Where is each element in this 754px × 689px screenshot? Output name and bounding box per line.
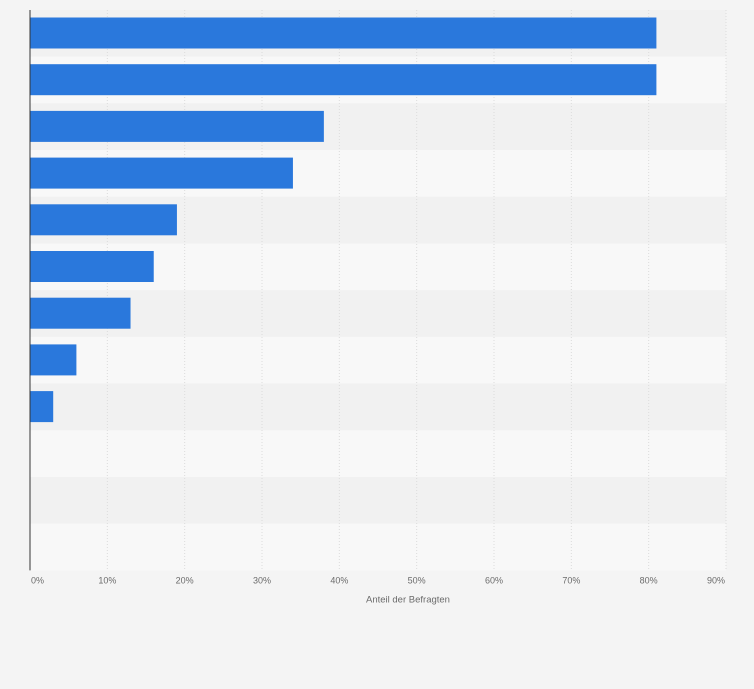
x-tick-label: 80% (640, 575, 658, 585)
x-tick-label: 30% (253, 575, 271, 585)
x-tick-label: 40% (330, 575, 348, 585)
x-tick-label: 90% (707, 575, 725, 585)
x-axis-ticks: 0% 10% 20% 30% 40% 50% 60% 70% 80% 90% (31, 575, 725, 585)
x-tick-label: 0% (31, 575, 44, 585)
row-band (30, 477, 726, 524)
x-tick-label: 70% (562, 575, 580, 585)
row-band (30, 523, 726, 571)
bars (30, 17, 657, 423)
x-tick-label: 20% (176, 575, 194, 585)
x-tick-label: 50% (408, 575, 426, 585)
bar (30, 157, 293, 189)
bar (30, 251, 154, 282)
bar (30, 110, 324, 142)
bar (30, 391, 54, 423)
x-tick-label: 10% (98, 575, 116, 585)
x-axis-title: Anteil der Befragten (366, 594, 450, 605)
gridlines (106, 10, 727, 571)
bar (30, 204, 177, 236)
x-tick-label: 60% (485, 575, 503, 585)
row-band (30, 336, 726, 384)
row-band (30, 430, 726, 477)
bar (30, 344, 77, 376)
bar (30, 17, 657, 49)
bar (30, 64, 657, 96)
row-band (30, 383, 726, 431)
bar (30, 297, 131, 329)
row-band (30, 290, 726, 337)
